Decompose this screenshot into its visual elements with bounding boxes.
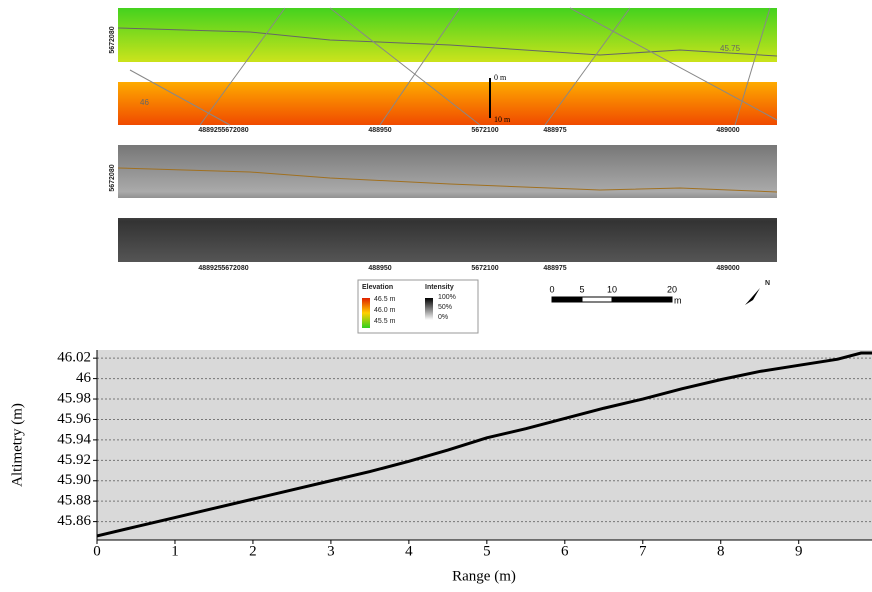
y-axis-title: Altimetry (m) xyxy=(9,403,25,487)
x-tick-label: 6 xyxy=(561,543,569,559)
x-tick-label: 7 xyxy=(639,543,647,559)
scale-bar-label: 5 xyxy=(579,284,584,294)
contour-label: 45.75 xyxy=(720,44,741,53)
map-x-label: 5672100 xyxy=(471,127,498,134)
scale-bar-label: 10 xyxy=(607,284,617,294)
y-tick-label: 45.88 xyxy=(57,493,91,509)
map-x-label: 489000 xyxy=(716,265,739,272)
x-tick-label: 2 xyxy=(249,543,257,559)
legend-label: 46.0 m xyxy=(374,307,396,314)
x-tick-label: 8 xyxy=(717,543,725,559)
y-tick-label: 45.94 xyxy=(57,431,91,447)
y-tick-label: 45.96 xyxy=(57,411,91,427)
track-lines xyxy=(129,7,778,126)
legend-elevation-ramp xyxy=(362,298,370,328)
x-tick-label: 4 xyxy=(405,543,413,559)
legend-label: 0% xyxy=(438,314,448,321)
map-x-label: 488975 xyxy=(543,265,566,272)
map-x-label: 488925 xyxy=(198,265,221,272)
x-tick-label: 5 xyxy=(483,543,491,559)
data-line xyxy=(96,351,872,538)
x-tick-label: 3 xyxy=(327,543,335,559)
x-axis-title: Range (m) xyxy=(452,568,516,584)
map-x-label: 5672080 xyxy=(221,127,248,134)
x-tick-label: 1 xyxy=(171,543,179,559)
north-label: N xyxy=(765,280,770,287)
legend-label: 46.5 m xyxy=(374,296,396,303)
contour xyxy=(117,27,778,57)
y-tick-label: 45.90 xyxy=(57,472,91,488)
map-y-label: 5672080 xyxy=(109,26,116,53)
scale-label: 10 m xyxy=(494,115,511,124)
map-x-label: 488925 xyxy=(198,127,221,134)
contour-label: 46 xyxy=(140,98,149,107)
scale-bar-unit: m xyxy=(674,295,682,305)
legend-title: Elevation xyxy=(362,284,393,291)
gap xyxy=(118,198,777,218)
map-y-label: 5672080 xyxy=(109,164,116,191)
legend-title: Intensity xyxy=(425,284,454,291)
plot-area xyxy=(97,350,872,540)
map-x-label: 5672100 xyxy=(471,265,498,272)
y-tick-label: 46.02 xyxy=(57,350,91,366)
legend-box xyxy=(357,279,479,334)
legend-label: 50% xyxy=(438,304,452,311)
scale-bar xyxy=(551,296,673,303)
x-tick-label: 9 xyxy=(795,543,803,559)
y-tick-label: 45.92 xyxy=(57,452,91,468)
scale-label: 0 m xyxy=(494,73,507,82)
contour xyxy=(117,167,778,193)
legend-intensity-ramp xyxy=(425,298,433,320)
maps: Elevation Intensity N xyxy=(117,7,778,334)
y-tick-label: 45.86 xyxy=(57,513,91,529)
y-tick-label: 46 xyxy=(76,370,92,386)
scale-bar-label: 20 xyxy=(667,284,677,294)
map-x-label: 488950 xyxy=(368,127,391,134)
map-x-label: 488975 xyxy=(543,127,566,134)
gap xyxy=(118,62,777,82)
legend-label: 100% xyxy=(438,294,456,301)
legend-label: 45.5 m xyxy=(374,318,396,325)
map-x-label: 488950 xyxy=(368,265,391,272)
north-arrow xyxy=(745,288,760,305)
x-tick-label: 0 xyxy=(93,543,101,559)
map-x-label: 5672080 xyxy=(221,265,248,272)
y-tick-label: 45.98 xyxy=(57,390,91,406)
map-x-label: 489000 xyxy=(716,127,739,134)
scale-bar-label: 0 xyxy=(549,284,554,294)
